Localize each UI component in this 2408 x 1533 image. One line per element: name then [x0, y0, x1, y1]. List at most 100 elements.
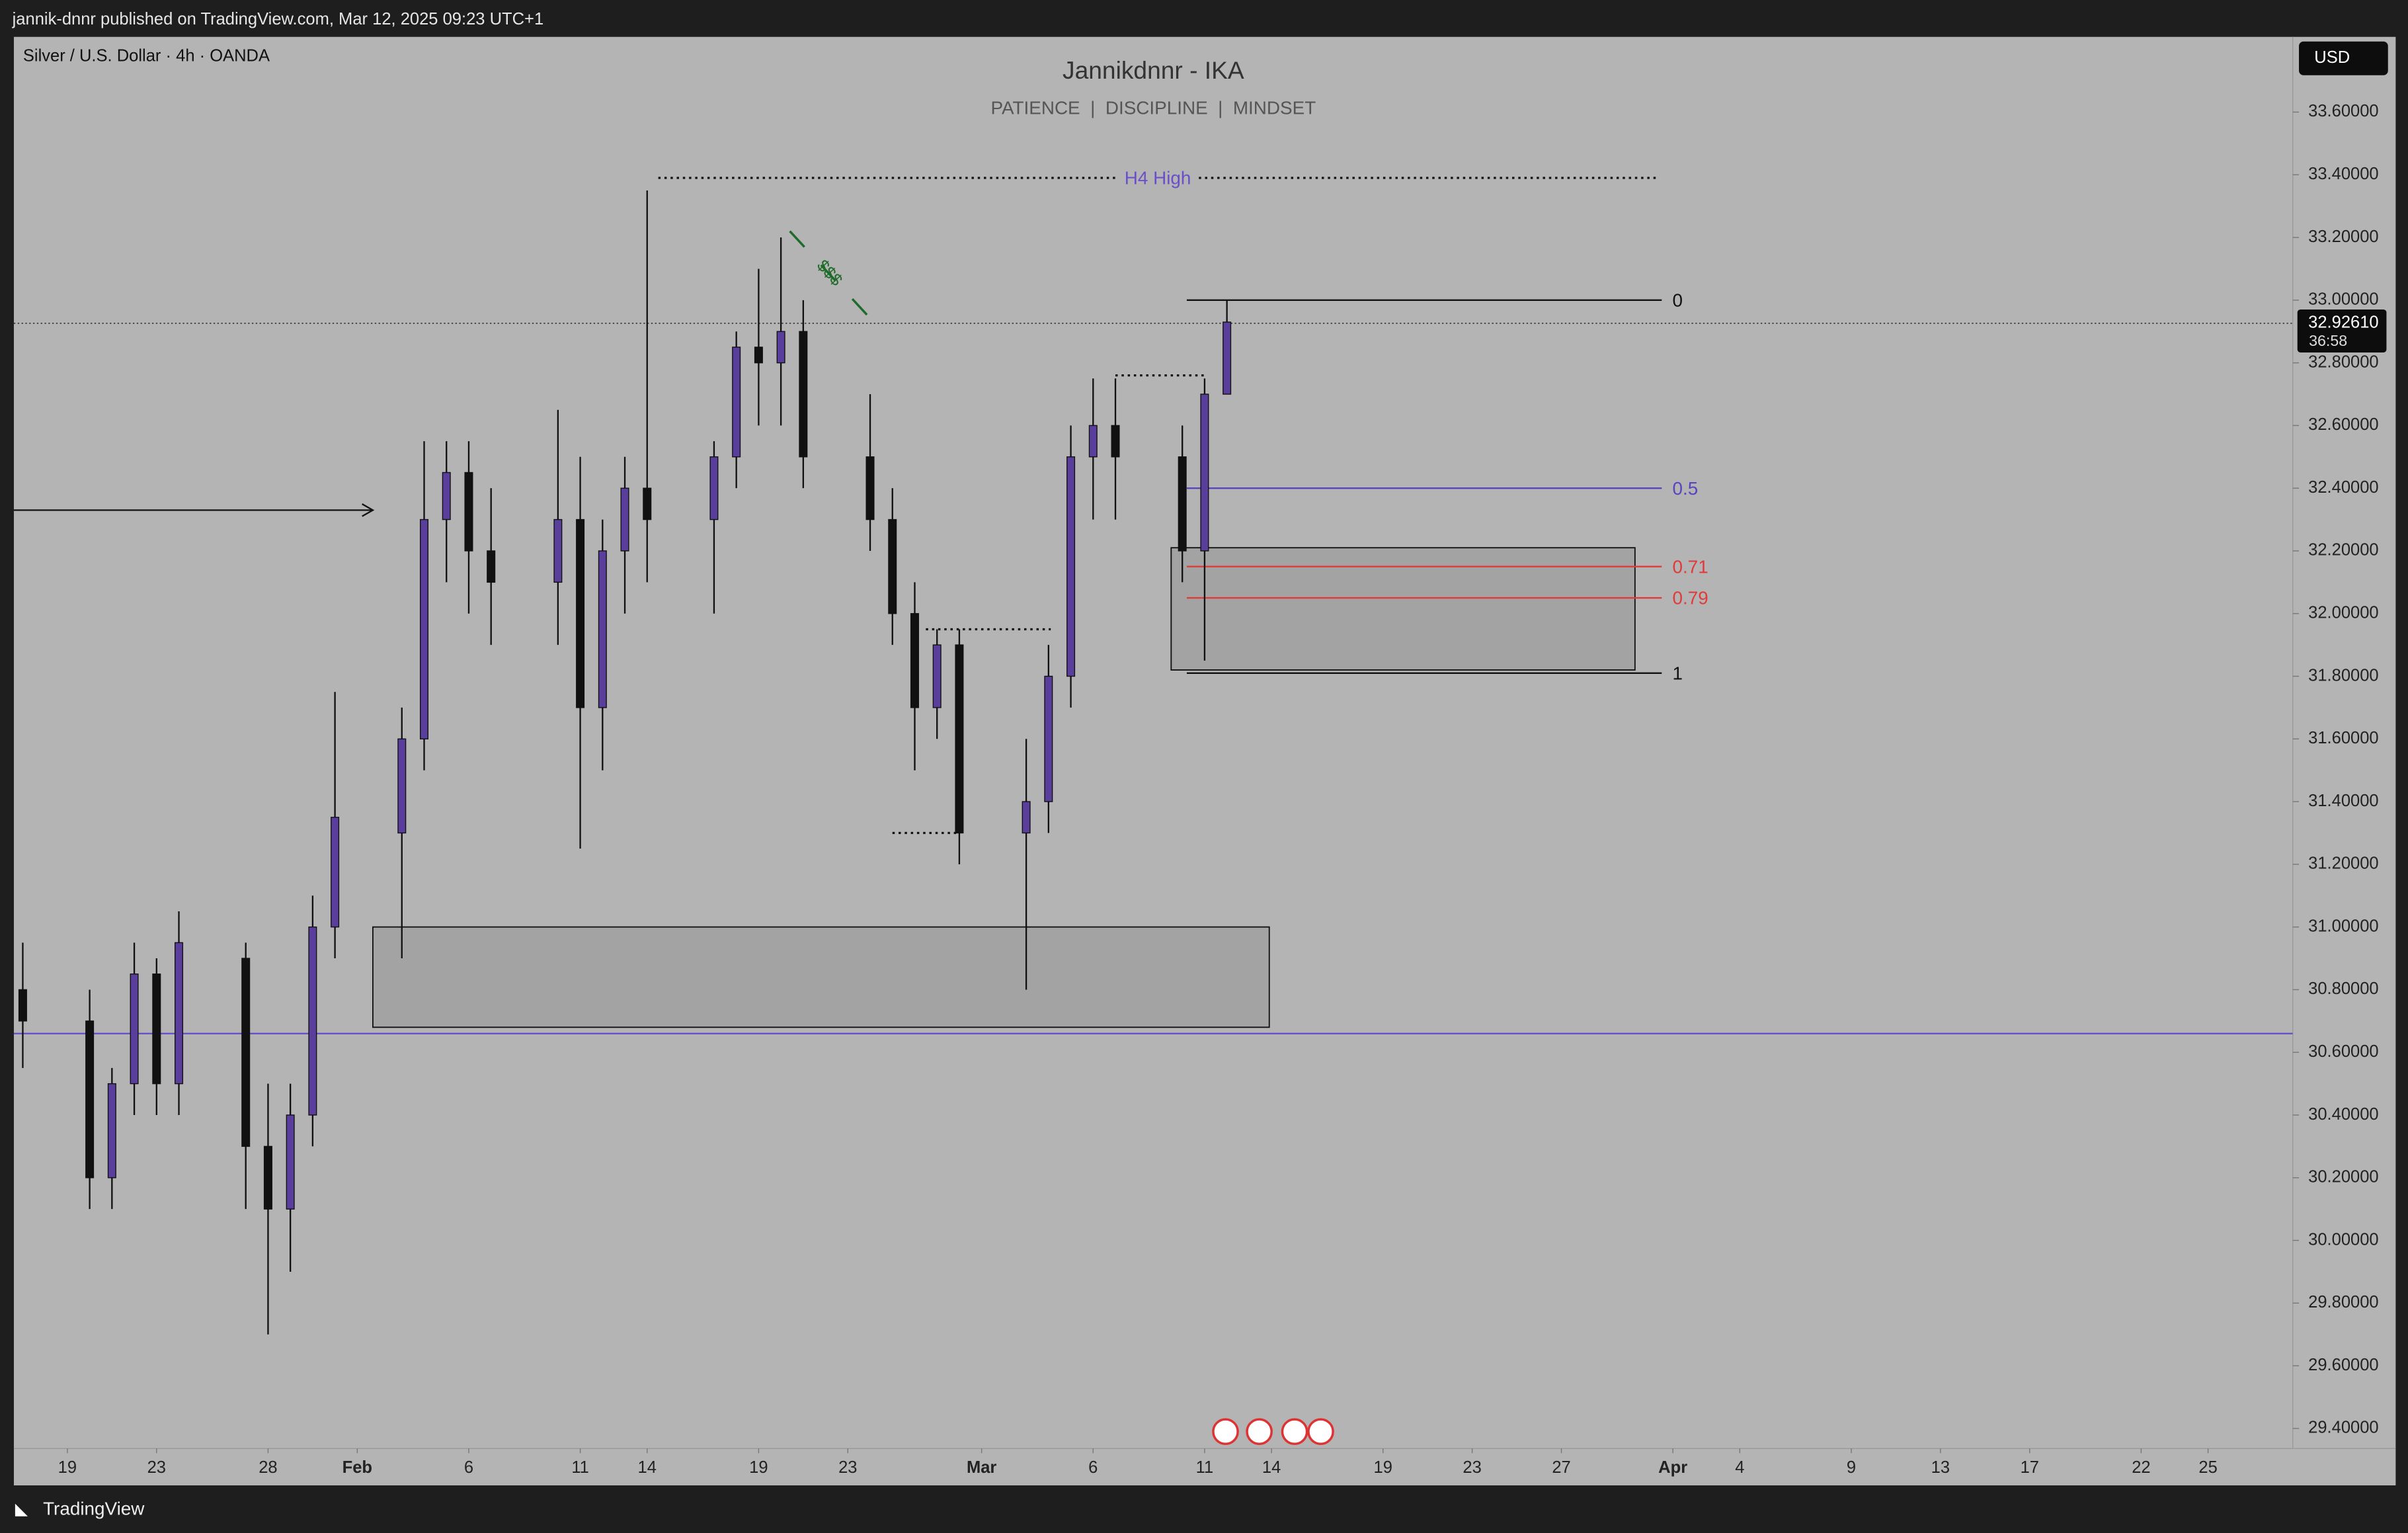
candle-body — [888, 518, 897, 614]
last-price-label: 32.92610 — [2308, 313, 2379, 332]
x-tick-label: 14 — [638, 1458, 657, 1477]
candle-body — [865, 456, 875, 520]
candle-body — [1111, 425, 1120, 458]
candle-body — [910, 613, 919, 708]
x-tick-label: 22 — [2132, 1458, 2150, 1477]
h4-high-label: H4 High — [1125, 168, 1191, 188]
x-tick-label: 27 — [1552, 1458, 1570, 1477]
x-tick-label: 28 — [259, 1458, 277, 1477]
y-tick-label: 32.60000 — [2308, 415, 2379, 434]
y-tick-label: 31.60000 — [2308, 729, 2379, 747]
candle-body — [576, 518, 585, 708]
event-icon[interactable] — [1281, 1418, 1308, 1446]
x-tick-label: 13 — [1931, 1458, 1950, 1477]
x-tick-label: 4 — [1735, 1458, 1744, 1477]
logo-mark: ◣ — [15, 1500, 28, 1517]
candle-body — [776, 331, 785, 364]
x-tick-label: Apr — [1658, 1458, 1687, 1477]
candle-body — [709, 456, 719, 520]
candle-body — [1088, 425, 1098, 458]
candle-body — [1223, 321, 1232, 395]
candle-body — [85, 1020, 95, 1179]
x-tick-label: 11 — [571, 1458, 589, 1477]
candle-body — [799, 331, 808, 458]
symbol-label: Silver / U.S. Dollar · 4h · OANDA — [23, 47, 270, 65]
x-tick-label: 25 — [2198, 1458, 2217, 1477]
candle-body — [1178, 456, 1187, 552]
x-tick-label: 23 — [147, 1458, 166, 1477]
y-tick-label: 31.80000 — [2308, 666, 2379, 684]
countdown-label: 36:58 — [2309, 332, 2347, 349]
candle-body — [130, 974, 139, 1085]
candle-body — [1066, 456, 1076, 677]
candle-body — [732, 347, 741, 458]
candle-body — [152, 974, 161, 1085]
x-tick-label: 19 — [58, 1458, 77, 1477]
y-tick-label: 30.40000 — [2308, 1105, 2379, 1124]
y-tick-label: 32.40000 — [2308, 478, 2379, 497]
h4-high-label-bg — [1117, 165, 1198, 190]
y-tick-label: 31.40000 — [2308, 792, 2379, 810]
candle-body — [175, 942, 184, 1085]
x-tick-label: 11 — [1196, 1458, 1214, 1477]
currency-button[interactable] — [2299, 41, 2388, 75]
x-tick-label: Mar — [967, 1458, 996, 1477]
candle-body — [241, 958, 251, 1147]
candle-body — [643, 487, 652, 520]
x-tick-label: 6 — [1088, 1458, 1098, 1477]
last-price-tag — [2297, 309, 2387, 352]
currency-label[interactable]: USD — [2314, 48, 2350, 67]
zone-box — [372, 926, 1270, 1028]
candle-body — [620, 487, 629, 552]
event-icon[interactable] — [1212, 1418, 1239, 1446]
event-icon[interactable] — [1246, 1418, 1273, 1446]
candle-body — [932, 644, 942, 708]
chart-subtitle: PATIENCE | DISCIPLINE | MINDSET — [990, 97, 1316, 118]
candle-body — [754, 347, 763, 364]
fib-label: 0.5 — [1673, 478, 1699, 499]
x-tick-label: 14 — [1262, 1458, 1281, 1477]
fib-label: 0 — [1673, 290, 1683, 311]
candle-body — [18, 989, 27, 1022]
y-tick-label: 33.60000 — [2308, 102, 2379, 120]
y-tick-label: 33.40000 — [2308, 165, 2379, 183]
publish-header: jannik-dnnr published on TradingView.com… — [12, 10, 544, 28]
y-tick-label: 29.60000 — [2308, 1356, 2379, 1374]
y-tick-label: 33.00000 — [2308, 290, 2379, 309]
footer-brand: TradingView — [43, 1499, 145, 1519]
y-tick-label: 31.20000 — [2308, 854, 2379, 873]
x-tick-label: 23 — [838, 1458, 857, 1477]
y-tick-label: 32.00000 — [2308, 603, 2379, 622]
candle-body — [955, 644, 964, 834]
y-tick-label: 29.80000 — [2308, 1293, 2379, 1311]
y-tick-label: 30.80000 — [2308, 979, 2379, 998]
liquidity-line — [789, 230, 869, 317]
candle-body — [487, 550, 496, 583]
candle-body — [1022, 801, 1031, 834]
candle-body — [107, 1083, 116, 1179]
x-tick-label: Feb — [342, 1458, 372, 1477]
chart-title: Jannikdnnr - IKA — [1063, 56, 1244, 84]
y-tick-label: 30.00000 — [2308, 1230, 2379, 1249]
event-icons — [1212, 1418, 1334, 1446]
candle-body — [308, 926, 317, 1116]
fib-label: 1 — [1673, 663, 1683, 683]
y-tick-label: 31.00000 — [2308, 917, 2379, 935]
candle-body — [553, 518, 563, 583]
y-tick-label: 29.40000 — [2308, 1419, 2379, 1437]
candle-body — [397, 738, 407, 834]
chart-background — [13, 36, 2396, 1485]
arrow-head — [362, 503, 375, 517]
candle-body — [464, 472, 473, 552]
candle-body — [1200, 394, 1209, 552]
event-icon[interactable] — [1307, 1418, 1334, 1446]
y-tick-label: 32.80000 — [2308, 352, 2379, 371]
y-tick-label: 33.20000 — [2308, 228, 2379, 246]
candle-body — [1044, 675, 1053, 802]
x-tick-label: 17 — [2021, 1458, 2039, 1477]
x-tick-label: 9 — [1847, 1458, 1856, 1477]
candle-body — [331, 817, 340, 928]
x-tick-label: 23 — [1463, 1458, 1481, 1477]
